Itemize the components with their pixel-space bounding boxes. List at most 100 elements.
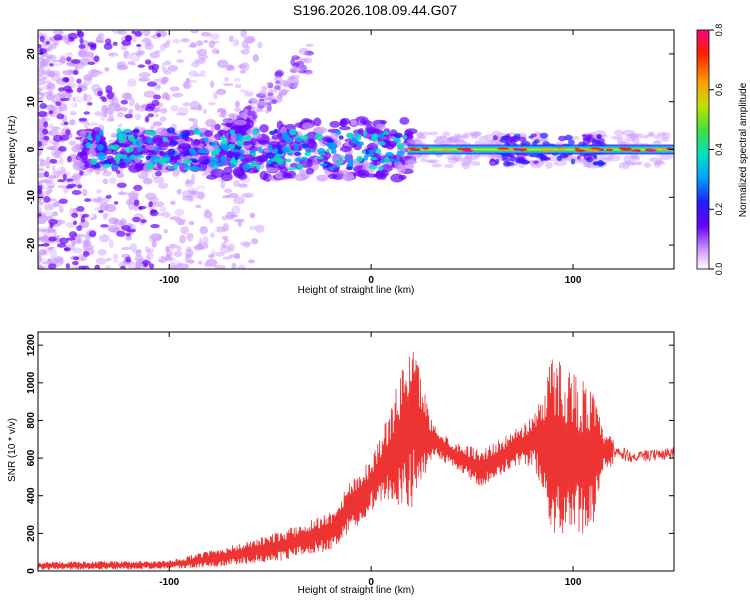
spectrum-blob [38,94,42,98]
spectrum-blob [148,263,155,269]
spectrum-blob [233,119,247,126]
spectrum-blob [161,211,171,219]
spectrum-blob [58,56,67,64]
spectrum-blob [138,71,151,79]
spectrum-blob [134,102,140,111]
spectrum-blob [506,161,515,166]
spectrum-blob [95,36,105,44]
spectrum-blob [257,41,263,49]
spectrum-blob [154,113,160,118]
spectrum-blob [108,217,119,225]
spectrum-blob [58,231,67,240]
spectrum-blob [38,255,43,262]
spectrum-blob [568,139,575,146]
spectrum-blob [629,155,640,160]
spectrum-blob [174,208,185,216]
colorbar-tick-label: 0.6 [714,83,724,96]
spectrum-blob [431,163,443,168]
spectrum-blob [79,37,84,44]
spectrum-blob [379,120,388,125]
spectrum-blob [42,187,47,197]
spectrum-blob [234,252,241,260]
spectrum-blob [313,117,322,127]
spectrum-blob [89,30,99,39]
spectrum-blob [197,57,206,65]
spectrum-blob [233,80,243,85]
spectrum-blob [129,154,137,160]
spectrum-blob [68,140,77,146]
spectrum-blob [289,66,300,74]
spectrum-blob [51,149,57,158]
spectrum-blob [558,135,567,142]
spectrum-blob [65,263,71,269]
spectrum-blob [38,200,45,205]
spectrum-blob [298,47,309,55]
spectrum-blob [362,120,373,126]
spectrum-blob [624,137,636,142]
spectrum-blob [131,138,137,145]
spectrum-blob [295,134,301,139]
spectrum-blob [202,236,209,245]
spectrum-blob [174,218,187,223]
spectrum-blob [146,137,153,144]
spectrum-blob [620,148,632,151]
y-tick-label: 1000 [26,371,37,394]
spectrum-blob [484,138,494,145]
spectrum-blob [661,148,668,151]
spectrum-blob [150,233,163,241]
spectrum-blob [124,146,134,153]
spectrum-blob [156,215,168,225]
spectrum-blob [117,191,129,196]
spectrum-blob [134,265,141,269]
spectrum-blob [67,101,76,108]
spectrum-blob [305,167,315,175]
spectrum-blob [105,90,113,94]
spectrum-blob [329,120,341,128]
spectrum-blob [447,136,459,142]
spectrum-blob [83,111,90,115]
spectrum-blob [410,156,420,160]
spectrum-blob [356,155,364,163]
spectrum-blob [137,77,150,82]
spectrum-blob [83,175,95,183]
spectrum-blob [54,154,61,159]
spectrum-blob [235,228,243,234]
x-tick-label: 0 [368,577,374,588]
spectrum-blob [88,148,96,159]
spectrum-blob [150,125,155,130]
spectrum-blob [345,132,354,139]
spectrum-blob [70,58,81,64]
spectrum-blob [220,135,227,141]
spectrum-blob [76,87,83,93]
spectrum-blob [447,136,461,142]
spectrum-blob [38,231,45,238]
spectrum-blob [38,202,43,207]
spectrum-blob [217,59,229,69]
spectrum-blob [657,131,667,137]
spectrum-blob [66,237,76,241]
spectrum-blob [266,159,273,165]
spectrum-blob [277,144,282,151]
y-tick-label: 400 [26,487,37,504]
spectrum-blob [72,261,79,266]
spectrum-blob [193,58,199,65]
spectrum-blob [137,170,149,180]
spectrum-blob [471,160,481,167]
spectrum-blob [460,161,472,167]
spectrum-blob [227,93,237,99]
spectrogram-y-ticks: -20 -10 0 10 20 [26,48,674,252]
spectrum-blob [120,265,126,269]
spectrum-blob [117,30,128,35]
spectrum-blob [228,143,235,150]
spectrum-blob [193,244,204,251]
spectrum-blob [343,171,355,182]
spectrum-blob [508,154,515,159]
spectrum-blob [505,133,511,139]
spectrum-blob [256,108,264,113]
spectrum-blob [125,256,132,263]
spectrum-blob [212,91,219,100]
spectrum-blob [464,154,479,161]
spectrum-blob [91,70,104,75]
spectrum-blob [301,143,309,149]
